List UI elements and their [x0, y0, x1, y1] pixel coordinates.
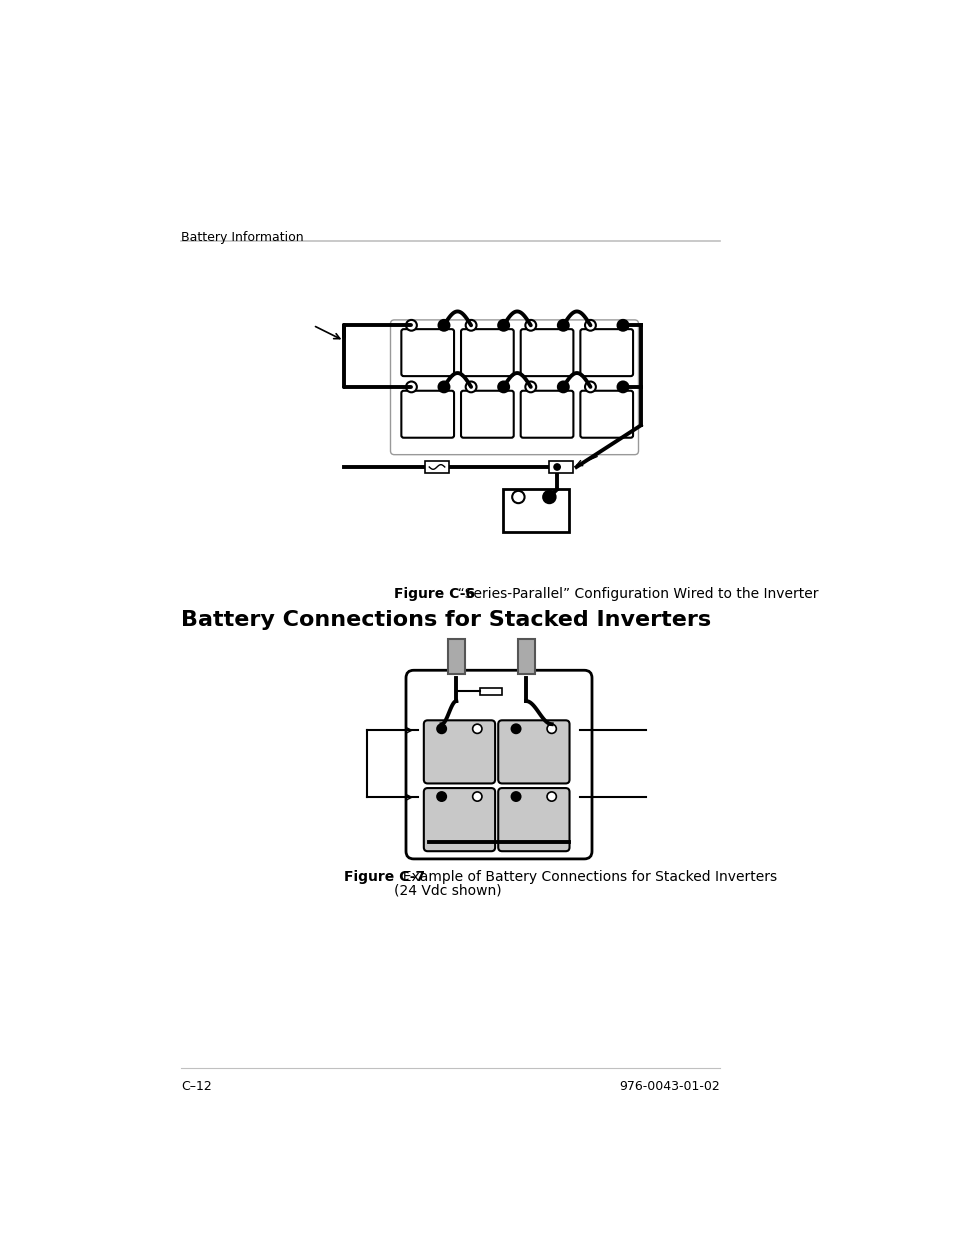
Bar: [447, 640, 464, 674]
Bar: [502, 489, 568, 531]
FancyBboxPatch shape: [423, 788, 495, 851]
Text: Example of Battery Connections for Stacked Inverters: Example of Battery Connections for Stack…: [394, 871, 777, 884]
Bar: [480, 688, 501, 695]
Text: Figure C-7: Figure C-7: [344, 871, 425, 884]
Bar: [517, 640, 534, 674]
Circle shape: [436, 724, 446, 734]
Text: (24 Vdc shown): (24 Vdc shown): [394, 883, 501, 898]
FancyBboxPatch shape: [497, 720, 569, 783]
FancyBboxPatch shape: [460, 330, 513, 377]
Circle shape: [436, 792, 446, 802]
FancyBboxPatch shape: [460, 390, 513, 437]
FancyBboxPatch shape: [423, 720, 495, 783]
Text: Figure C-6: Figure C-6: [394, 587, 475, 601]
Circle shape: [558, 320, 568, 331]
Bar: [424, 461, 449, 473]
Circle shape: [553, 463, 560, 471]
Text: C–12: C–12: [181, 1079, 212, 1093]
Circle shape: [406, 382, 416, 393]
Circle shape: [617, 382, 628, 393]
FancyBboxPatch shape: [520, 390, 573, 437]
FancyBboxPatch shape: [520, 330, 573, 377]
FancyBboxPatch shape: [390, 320, 638, 454]
FancyBboxPatch shape: [401, 330, 454, 377]
Circle shape: [497, 320, 509, 331]
Circle shape: [511, 724, 520, 734]
Circle shape: [546, 724, 556, 734]
Circle shape: [558, 382, 568, 393]
Circle shape: [511, 792, 520, 802]
Circle shape: [438, 320, 449, 331]
Circle shape: [465, 320, 476, 331]
Circle shape: [472, 724, 481, 734]
Circle shape: [525, 320, 536, 331]
FancyBboxPatch shape: [579, 390, 633, 437]
Text: “Series-Parallel” Configuration Wired to the Inverter: “Series-Parallel” Configuration Wired to…: [448, 587, 818, 601]
Circle shape: [465, 382, 476, 393]
Circle shape: [472, 792, 481, 802]
Circle shape: [546, 792, 556, 802]
FancyBboxPatch shape: [497, 788, 569, 851]
Circle shape: [406, 320, 416, 331]
Circle shape: [497, 382, 509, 393]
Circle shape: [584, 382, 596, 393]
Circle shape: [542, 490, 555, 503]
Circle shape: [617, 320, 628, 331]
FancyBboxPatch shape: [579, 330, 633, 377]
FancyBboxPatch shape: [406, 671, 592, 858]
Circle shape: [525, 382, 536, 393]
Bar: [549, 461, 572, 473]
Circle shape: [512, 490, 524, 503]
Text: Battery Information: Battery Information: [181, 231, 304, 245]
Circle shape: [584, 320, 596, 331]
FancyBboxPatch shape: [401, 390, 454, 437]
Text: 976-0043-01-02: 976-0043-01-02: [618, 1079, 720, 1093]
Text: Battery Connections for Stacked Inverters: Battery Connections for Stacked Inverter…: [181, 610, 711, 630]
Circle shape: [438, 382, 449, 393]
